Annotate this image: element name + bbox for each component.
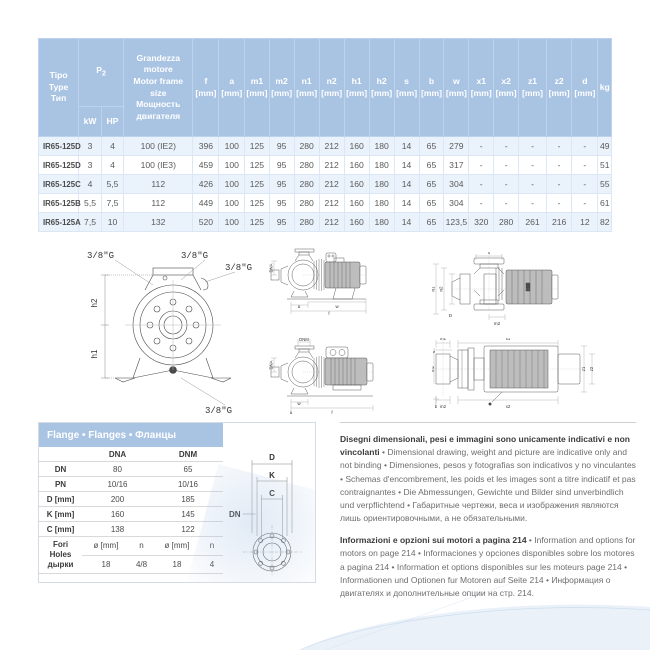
svg-text:DNA: DNA (269, 263, 274, 272)
svg-text:a: a (298, 304, 301, 309)
svg-text:3/8"G: 3/8"G (225, 263, 252, 273)
svg-text:z2: z2 (589, 366, 594, 371)
svg-text:x2: x2 (506, 404, 511, 409)
svg-text:D: D (449, 313, 453, 318)
svg-text:z1: z1 (581, 366, 586, 371)
svg-text:x1: x1 (506, 338, 511, 341)
svg-text:w: w (297, 401, 301, 406)
svg-text:3/8"G: 3/8"G (87, 251, 114, 261)
svg-text:n1: n1 (432, 286, 436, 292)
svg-text:a: a (290, 410, 293, 415)
svg-text:3/8"G: 3/8"G (181, 251, 208, 261)
svg-text:s: s (432, 351, 436, 353)
svg-text:3/8"G: 3/8"G (205, 406, 232, 416)
svg-text:h1: h1 (90, 349, 99, 358)
svg-text:m2: m2 (494, 321, 501, 326)
svg-text:b: b (435, 404, 438, 409)
svg-text:m2: m2 (440, 404, 447, 409)
svg-text:D: D (269, 453, 275, 462)
svg-text:s: s (488, 252, 491, 255)
svg-text:f: f (331, 410, 333, 415)
svg-text:m1: m1 (440, 338, 447, 341)
svg-text:n2: n2 (439, 286, 444, 292)
svg-text:w: w (335, 304, 339, 309)
svg-text:m2: m2 (432, 365, 435, 372)
svg-text:DNA: DNA (269, 360, 274, 369)
svg-text:C: C (269, 489, 275, 498)
svg-text:DN: DN (229, 510, 241, 519)
svg-text:DNM: DNM (299, 338, 309, 342)
svg-text:h2: h2 (90, 298, 99, 307)
svg-text:f: f (328, 311, 330, 316)
svg-text:K: K (269, 471, 275, 480)
